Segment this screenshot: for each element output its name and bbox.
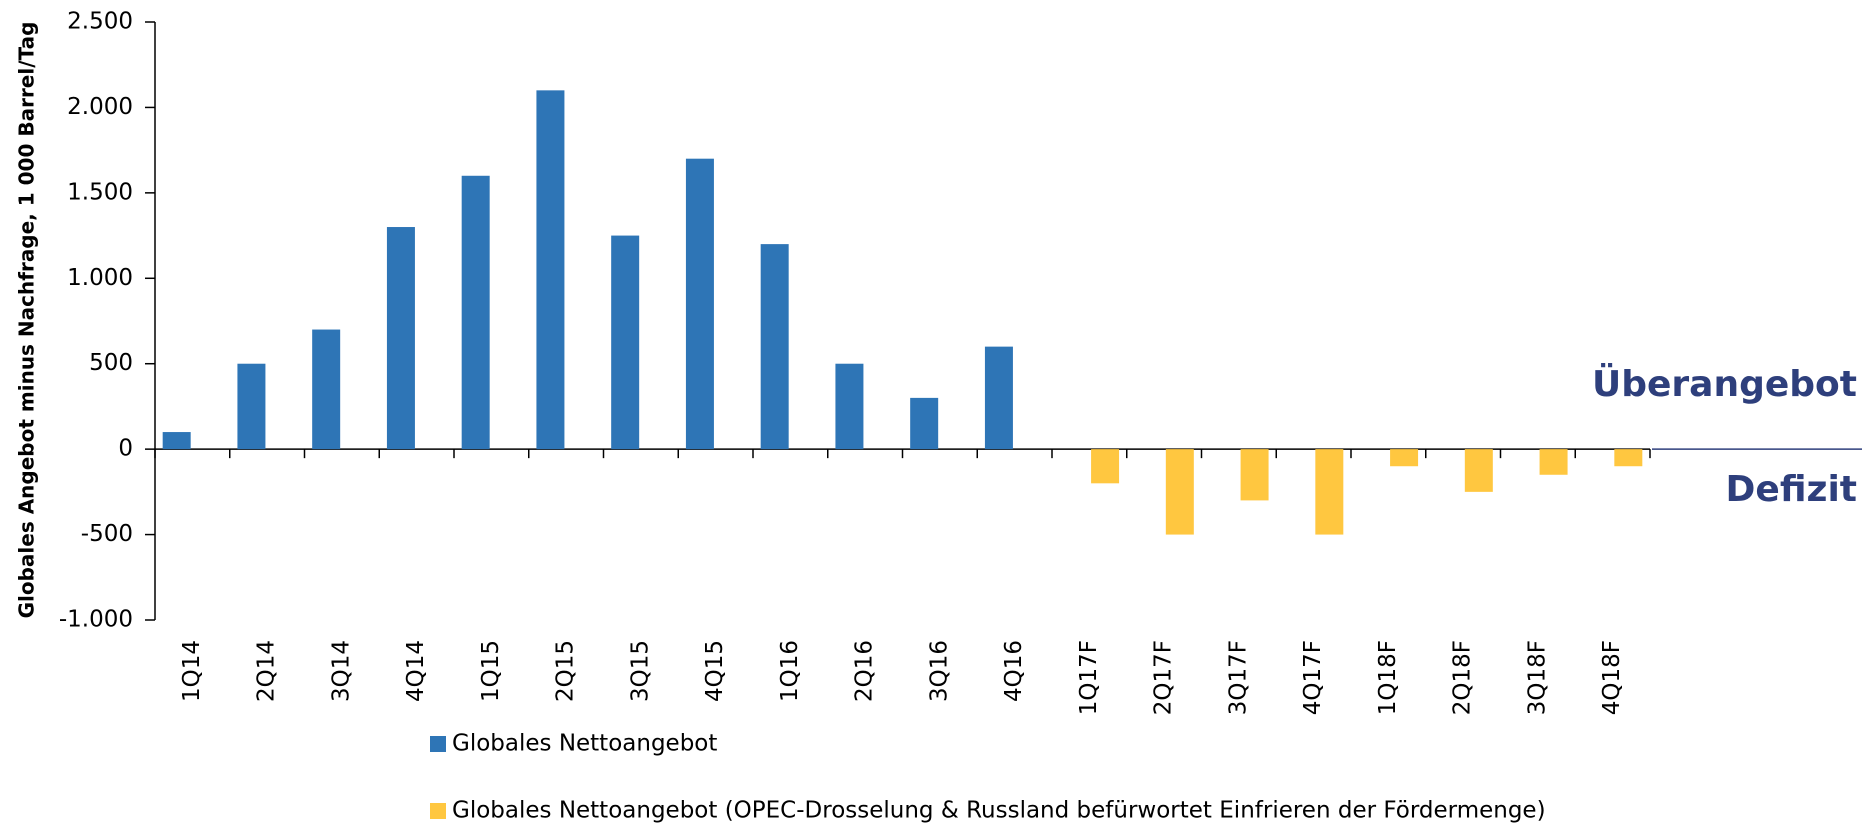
bar bbox=[1390, 449, 1419, 467]
x-tick-label: 4Q14 bbox=[403, 640, 429, 702]
x-tick-label: 1Q18F bbox=[1375, 640, 1401, 715]
annotation: Überangebot bbox=[1592, 363, 1857, 405]
bar bbox=[835, 363, 864, 450]
x-tick-label: 3Q14 bbox=[328, 640, 354, 702]
y-tick-label: 1.500 bbox=[67, 179, 133, 205]
x-tick-label: 1Q14 bbox=[179, 640, 205, 702]
bar bbox=[237, 363, 266, 450]
bar bbox=[1539, 449, 1568, 475]
y-tick-label: 500 bbox=[89, 350, 133, 376]
y-tick-label: 2.500 bbox=[67, 9, 133, 35]
bar bbox=[1614, 449, 1643, 467]
annotation: Defizit bbox=[1726, 469, 1857, 510]
x-tick-label: 2Q18F bbox=[1450, 640, 1476, 715]
x-tick-label: 3Q16 bbox=[926, 640, 952, 702]
bar bbox=[1464, 449, 1493, 492]
legend-label: Globales Nettoangebot (OPEC-Drosselung &… bbox=[452, 798, 1546, 824]
x-tick-label: 4Q16 bbox=[1001, 640, 1027, 702]
x-tick-label: 4Q17F bbox=[1300, 640, 1326, 715]
x-tick-label: 3Q18F bbox=[1524, 640, 1550, 715]
bar bbox=[685, 158, 714, 450]
bar bbox=[1315, 449, 1344, 535]
y-tick-label: 2.000 bbox=[67, 94, 133, 120]
bar bbox=[611, 235, 640, 450]
bar bbox=[536, 90, 565, 450]
y-tick-label: -1.000 bbox=[59, 607, 133, 633]
bar bbox=[910, 397, 939, 450]
y-tick-label: 0 bbox=[118, 436, 133, 462]
x-tick-label: 2Q16 bbox=[852, 640, 878, 702]
y-axis-label: Globales Angebot minus Nachfrage, 1 000 … bbox=[15, 22, 39, 619]
bar bbox=[461, 175, 490, 450]
bar bbox=[312, 329, 341, 450]
x-tick-label: 4Q15 bbox=[702, 640, 728, 702]
x-tick-label: 2Q14 bbox=[254, 640, 280, 702]
bar bbox=[162, 432, 191, 450]
x-tick-label: 1Q15 bbox=[478, 640, 504, 702]
bar bbox=[760, 244, 789, 450]
y-tick-label: -500 bbox=[81, 521, 133, 547]
bar bbox=[1240, 449, 1269, 501]
x-tick-label: 3Q15 bbox=[627, 640, 653, 702]
x-tick-label: 4Q18F bbox=[1599, 640, 1625, 715]
y-tick-label: 1.000 bbox=[67, 265, 133, 291]
legend-label: Globales Nettoangebot bbox=[452, 731, 717, 757]
legend-swatch bbox=[430, 736, 446, 752]
x-tick-label: 3Q17F bbox=[1225, 640, 1251, 715]
bar bbox=[1091, 449, 1120, 484]
bar bbox=[1165, 449, 1194, 535]
x-tick-label: 1Q16 bbox=[777, 640, 803, 702]
bar bbox=[386, 227, 415, 450]
x-tick-label: 2Q17F bbox=[1151, 640, 1177, 715]
legend-swatch bbox=[430, 803, 446, 819]
x-tick-label: 1Q17F bbox=[1076, 640, 1102, 715]
bar bbox=[984, 346, 1013, 450]
x-tick-label: 2Q15 bbox=[553, 640, 579, 702]
